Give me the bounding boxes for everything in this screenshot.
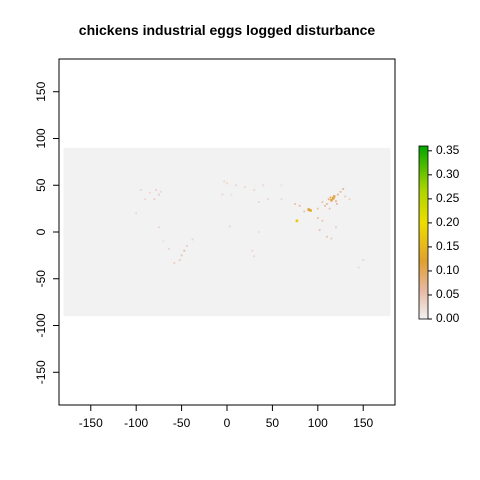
raster-cell [307,208,311,211]
x-tick-label: 150 [353,416,373,430]
raster-cell [342,188,345,190]
raster-cell [173,261,176,264]
raster-cell [178,259,181,261]
raster-cell [325,203,328,205]
raster-cell [167,247,170,250]
raster-cell [327,198,330,201]
raster-cell [183,249,186,252]
raster-cell [157,226,160,229]
legend-tick-label: 0.15 [436,239,460,253]
raster-cell [344,195,346,198]
raster-cell [266,198,269,201]
raster-cell [139,189,142,191]
y-tick-label: -150 [34,360,48,384]
raster-cell [257,201,260,203]
y-tick-label: 150 [34,81,48,101]
x-axis: -150 -100 -50 0 50 100 150 [79,404,374,430]
y-tick-label: 50 [34,178,48,192]
raster-cell [328,207,331,210]
x-tick-label: 50 [266,416,280,430]
raster-cell [321,219,324,222]
chart-title: chickens industrial eggs logged disturba… [79,22,376,38]
raster-background [63,147,391,317]
raster-cell [228,225,231,228]
x-tick-label: -150 [79,416,103,430]
raster-cell [253,255,256,258]
raster-cell [230,193,233,196]
x-tick-label: 100 [308,416,328,430]
legend-ticks: 0.00 0.05 0.10 0.15 0.20 0.25 0.30 0.35 [428,143,460,325]
raster-cell [330,198,333,202]
color-legend: 0.00 0.05 0.10 0.15 0.20 0.25 0.30 0.35 [418,143,460,325]
raster-cell [335,203,338,205]
raster-cell [226,182,228,185]
legend-tick-label: 0.30 [436,167,460,181]
raster-cell [257,231,260,233]
raster-cell [235,184,237,187]
raster-cell [144,198,147,201]
raster-cell [357,266,360,269]
raster-cell [162,240,165,243]
raster-cell [148,191,151,194]
legend-tick-label: 0.10 [436,263,460,277]
raster-cell [251,249,254,252]
x-tick-label: -50 [173,416,191,430]
raster-cell [309,209,312,212]
y-tick-label: -50 [34,270,48,288]
x-tick-label: 0 [224,416,231,430]
raster-cell [336,193,339,196]
raster-cell [191,238,194,241]
legend-tick-label: 0.00 [436,311,460,325]
raster-cell [135,212,138,215]
raster-cell [331,197,335,200]
raster-cell [335,226,337,229]
raster-cell [318,229,321,232]
legend-tick-label: 0.20 [436,215,460,229]
raster-cell [223,180,226,183]
raster-cell [316,217,319,219]
legend-tick-label: 0.05 [436,287,460,301]
raster-cell [339,190,342,193]
raster-cell [180,254,183,257]
raster-cell [280,184,283,187]
raster-cell [262,184,265,187]
raster-cell [348,198,351,201]
raster-cell [330,237,333,240]
raster-cells [135,180,365,269]
raster-cell [295,219,299,223]
raster-cell [155,189,158,191]
raster-cell [316,207,319,210]
raster-cell [253,189,256,191]
legend-tick-label: 0.35 [436,143,460,157]
raster-cell [280,198,283,201]
raster-cell [335,200,337,203]
raster-cell [294,203,297,205]
legend-color-bar [418,145,429,320]
raster-cell [332,195,336,198]
raster-cell [324,204,326,207]
raster-cell [298,204,301,207]
raster-cell [321,201,324,203]
y-tick-label: 0 [34,228,48,235]
raster-cell [157,193,160,196]
raster-cell [362,259,365,261]
x-tick-label: -100 [124,416,148,430]
y-tick-label: 100 [34,128,48,148]
raster-cell [303,210,306,213]
y-tick-label: -100 [34,313,48,337]
legend-tick-label: 0.25 [436,191,460,205]
raster-cell [221,193,224,196]
y-axis: -150 -100 -50 0 50 100 150 [34,81,60,384]
raster-cell [329,196,332,199]
raster-cell [153,198,156,201]
raster-cell [244,186,247,189]
raster-cell [186,245,188,247]
raster-cell [159,190,162,193]
raster-cell [325,235,328,238]
